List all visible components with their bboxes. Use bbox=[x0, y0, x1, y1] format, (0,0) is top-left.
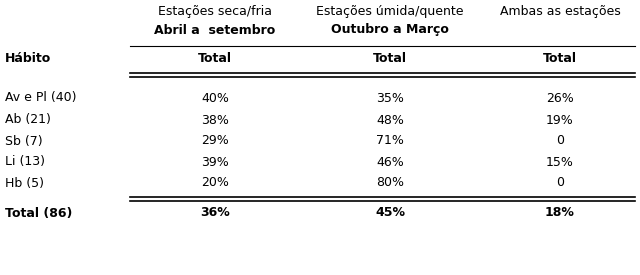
Text: 80%: 80% bbox=[376, 177, 404, 189]
Text: Li (13): Li (13) bbox=[5, 155, 45, 169]
Text: 71%: 71% bbox=[376, 134, 404, 147]
Text: 35%: 35% bbox=[376, 92, 404, 104]
Text: Estações seca/fria: Estações seca/fria bbox=[158, 6, 272, 18]
Text: 46%: 46% bbox=[376, 155, 404, 169]
Text: 38%: 38% bbox=[201, 114, 229, 126]
Text: Ambas as estações: Ambas as estações bbox=[500, 6, 620, 18]
Text: Sb (7): Sb (7) bbox=[5, 134, 43, 147]
Text: Av e Pl (40): Av e Pl (40) bbox=[5, 92, 77, 104]
Text: 15%: 15% bbox=[546, 155, 574, 169]
Text: Hábito: Hábito bbox=[5, 51, 51, 65]
Text: Hb (5): Hb (5) bbox=[5, 177, 44, 189]
Text: 0: 0 bbox=[556, 177, 564, 189]
Text: 26%: 26% bbox=[546, 92, 574, 104]
Text: 45%: 45% bbox=[375, 207, 405, 219]
Text: 20%: 20% bbox=[201, 177, 229, 189]
Text: 40%: 40% bbox=[201, 92, 229, 104]
Text: 48%: 48% bbox=[376, 114, 404, 126]
Text: Total (86): Total (86) bbox=[5, 207, 72, 219]
Text: 19%: 19% bbox=[546, 114, 574, 126]
Text: Total: Total bbox=[198, 51, 232, 65]
Text: 36%: 36% bbox=[200, 207, 230, 219]
Text: Abril a  setembro: Abril a setembro bbox=[154, 23, 276, 37]
Text: 29%: 29% bbox=[201, 134, 229, 147]
Text: Ab (21): Ab (21) bbox=[5, 114, 51, 126]
Text: Total: Total bbox=[543, 51, 577, 65]
Text: Outubro a Março: Outubro a Março bbox=[331, 23, 449, 37]
Text: 0: 0 bbox=[556, 134, 564, 147]
Text: 39%: 39% bbox=[201, 155, 229, 169]
Text: 18%: 18% bbox=[545, 207, 575, 219]
Text: Total: Total bbox=[373, 51, 407, 65]
Text: Estações úmida/quente: Estações úmida/quente bbox=[316, 6, 464, 18]
